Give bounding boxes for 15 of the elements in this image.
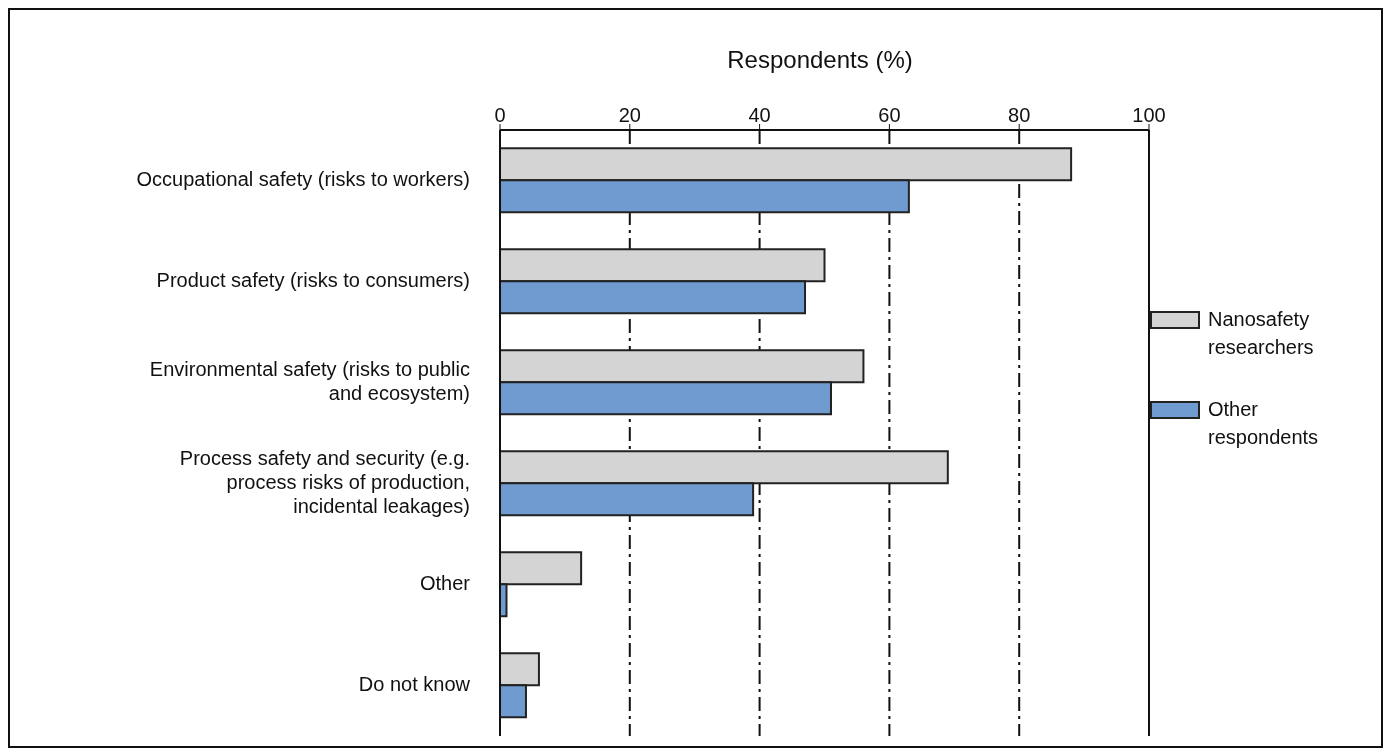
y-tick-label: Product safety (risks to consumers) xyxy=(156,268,470,291)
x-tick-label: 20 xyxy=(618,104,641,126)
legend-label: Other respondents xyxy=(1208,397,1320,450)
x-tick-label: 40 xyxy=(748,104,771,126)
x-tick-label: 100 xyxy=(1132,104,1166,126)
y-tick-label: Process safety and security (e.g. process risks of production, incidental leakages) xyxy=(179,446,470,517)
x-axis-title: Respondents (%) xyxy=(726,46,914,74)
x-tick-label: 0 xyxy=(494,104,506,126)
y-tick-label: Occupational safety (risks to workers) xyxy=(136,167,470,190)
x-tick-label: 80 xyxy=(1008,104,1031,126)
y-tick-label: Environmental safety (risks to public and ecosystem) xyxy=(149,357,470,404)
x-tick-label: 60 xyxy=(878,104,901,126)
legend-label: Nanosafety researchers xyxy=(1208,307,1315,360)
y-tick-label: Do not know xyxy=(358,672,471,695)
y-tick-label: Other xyxy=(419,571,471,594)
